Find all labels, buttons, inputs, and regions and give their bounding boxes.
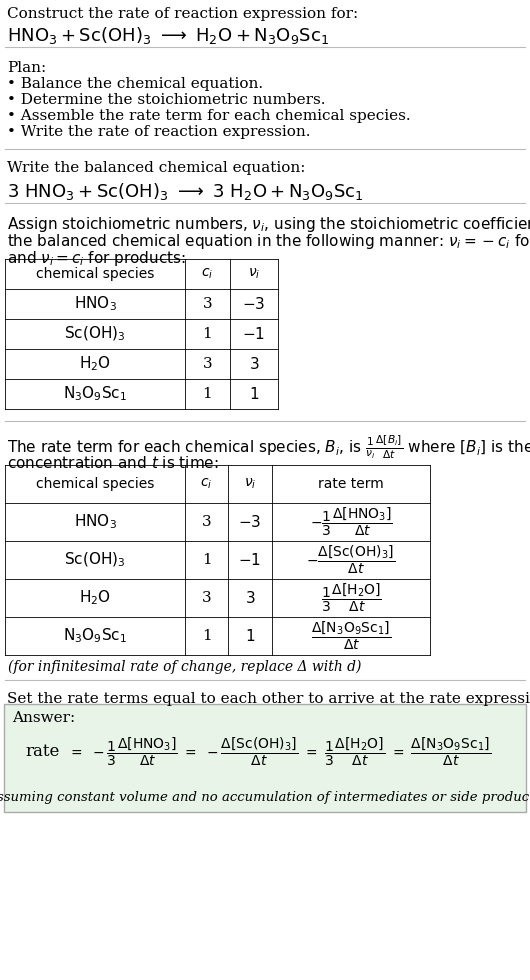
Text: $3$: $3$ bbox=[249, 356, 259, 372]
Text: • Balance the chemical equation.: • Balance the chemical equation. bbox=[7, 77, 263, 91]
Text: $3$: $3$ bbox=[245, 590, 255, 606]
Text: 1: 1 bbox=[202, 327, 213, 341]
Text: $1$: $1$ bbox=[245, 628, 255, 644]
FancyBboxPatch shape bbox=[4, 704, 526, 812]
Text: $\mathrm{HNO_3}$: $\mathrm{HNO_3}$ bbox=[74, 295, 117, 314]
Text: $-1$: $-1$ bbox=[238, 552, 261, 568]
Text: $\mathrm{3\ HNO_3 + Sc(OH)_3 \ \longrightarrow \ 3\ H_2O + N_3O_9Sc_1}$: $\mathrm{3\ HNO_3 + Sc(OH)_3 \ \longrigh… bbox=[7, 181, 364, 202]
Text: Construct the rate of reaction expression for:: Construct the rate of reaction expressio… bbox=[7, 7, 358, 21]
Text: $c_i$: $c_i$ bbox=[201, 267, 214, 281]
Text: $c_i$: $c_i$ bbox=[200, 477, 213, 491]
Text: (for infinitesimal rate of change, replace Δ with d): (for infinitesimal rate of change, repla… bbox=[8, 660, 361, 674]
Text: $= \ -\dfrac{1}{3}\dfrac{\Delta[\mathrm{HNO_3}]}{\Delta t} \ = \ -\dfrac{\Delta[: $= \ -\dfrac{1}{3}\dfrac{\Delta[\mathrm{… bbox=[68, 736, 491, 768]
Text: $\nu_i$: $\nu_i$ bbox=[244, 477, 256, 491]
Text: $\dfrac{\Delta[\mathrm{N_3O_9Sc_1}]}{\Delta t}$: $\dfrac{\Delta[\mathrm{N_3O_9Sc_1}]}{\De… bbox=[311, 619, 391, 652]
Text: $\mathrm{N_3O_9Sc_1}$: $\mathrm{N_3O_9Sc_1}$ bbox=[63, 384, 127, 404]
Text: $\nu_i$: $\nu_i$ bbox=[248, 267, 260, 281]
Text: rate: rate bbox=[25, 744, 59, 760]
Text: chemical species: chemical species bbox=[36, 267, 154, 281]
Text: Assign stoichiometric numbers, $\nu_i$, using the stoichiometric coefficients, $: Assign stoichiometric numbers, $\nu_i$, … bbox=[7, 215, 530, 234]
Text: 3: 3 bbox=[202, 591, 211, 605]
Text: • Determine the stoichiometric numbers.: • Determine the stoichiometric numbers. bbox=[7, 93, 325, 107]
Text: 3: 3 bbox=[202, 297, 213, 311]
Text: 3: 3 bbox=[202, 357, 213, 371]
Text: $-\dfrac{1}{3}\dfrac{\Delta[\mathrm{HNO_3}]}{\Delta t}$: $-\dfrac{1}{3}\dfrac{\Delta[\mathrm{HNO_… bbox=[310, 506, 393, 538]
Text: 3: 3 bbox=[202, 515, 211, 529]
Text: $\mathrm{H_2O}$: $\mathrm{H_2O}$ bbox=[79, 355, 111, 373]
Text: • Assemble the rate term for each chemical species.: • Assemble the rate term for each chemic… bbox=[7, 109, 411, 123]
Text: 1: 1 bbox=[201, 553, 211, 567]
Text: $\mathrm{N_3O_9Sc_1}$: $\mathrm{N_3O_9Sc_1}$ bbox=[63, 626, 127, 646]
Text: $-1$: $-1$ bbox=[243, 326, 266, 342]
Text: $\mathrm{HNO_3}$: $\mathrm{HNO_3}$ bbox=[74, 513, 117, 531]
Text: $\mathrm{HNO_3 + Sc(OH)_3 \ \longrightarrow \ H_2O + N_3O_9Sc_1}$: $\mathrm{HNO_3 + Sc(OH)_3 \ \longrightar… bbox=[7, 25, 329, 46]
Text: $1$: $1$ bbox=[249, 386, 259, 402]
Text: $\mathrm{H_2O}$: $\mathrm{H_2O}$ bbox=[79, 589, 111, 608]
Text: 1: 1 bbox=[202, 387, 213, 401]
Text: The rate term for each chemical species, $B_i$, is $\frac{1}{\nu_i}\frac{\Delta[: The rate term for each chemical species,… bbox=[7, 433, 530, 461]
Text: $\mathrm{Sc(OH)_3}$: $\mathrm{Sc(OH)_3}$ bbox=[64, 324, 126, 343]
Text: rate term: rate term bbox=[318, 477, 384, 491]
Text: Answer:: Answer: bbox=[12, 711, 75, 725]
Text: • Write the rate of reaction expression.: • Write the rate of reaction expression. bbox=[7, 125, 311, 139]
Text: 1: 1 bbox=[201, 629, 211, 643]
Text: (assuming constant volume and no accumulation of intermediates or side products): (assuming constant volume and no accumul… bbox=[0, 791, 530, 804]
Text: Write the balanced chemical equation:: Write the balanced chemical equation: bbox=[7, 161, 305, 175]
Text: $\mathrm{Sc(OH)_3}$: $\mathrm{Sc(OH)_3}$ bbox=[64, 551, 126, 569]
Text: Set the rate terms equal to each other to arrive at the rate expression:: Set the rate terms equal to each other t… bbox=[7, 692, 530, 706]
Text: chemical species: chemical species bbox=[36, 477, 154, 491]
Text: $\dfrac{1}{3}\dfrac{\Delta[\mathrm{H_2O}]}{\Delta t}$: $\dfrac{1}{3}\dfrac{\Delta[\mathrm{H_2O}… bbox=[321, 582, 382, 614]
Text: $-3$: $-3$ bbox=[242, 296, 266, 312]
Text: the balanced chemical equation in the following manner: $\nu_i = -c_i$ for react: the balanced chemical equation in the fo… bbox=[7, 232, 530, 251]
Text: and $\nu_i = c_i$ for products:: and $\nu_i = c_i$ for products: bbox=[7, 249, 186, 268]
Text: concentration and $t$ is time:: concentration and $t$ is time: bbox=[7, 455, 219, 471]
Text: $-3$: $-3$ bbox=[238, 514, 262, 530]
Text: $-\dfrac{\Delta[\mathrm{Sc(OH)_3}]}{\Delta t}$: $-\dfrac{\Delta[\mathrm{Sc(OH)_3}]}{\Del… bbox=[306, 544, 395, 576]
Text: Plan:: Plan: bbox=[7, 61, 46, 75]
